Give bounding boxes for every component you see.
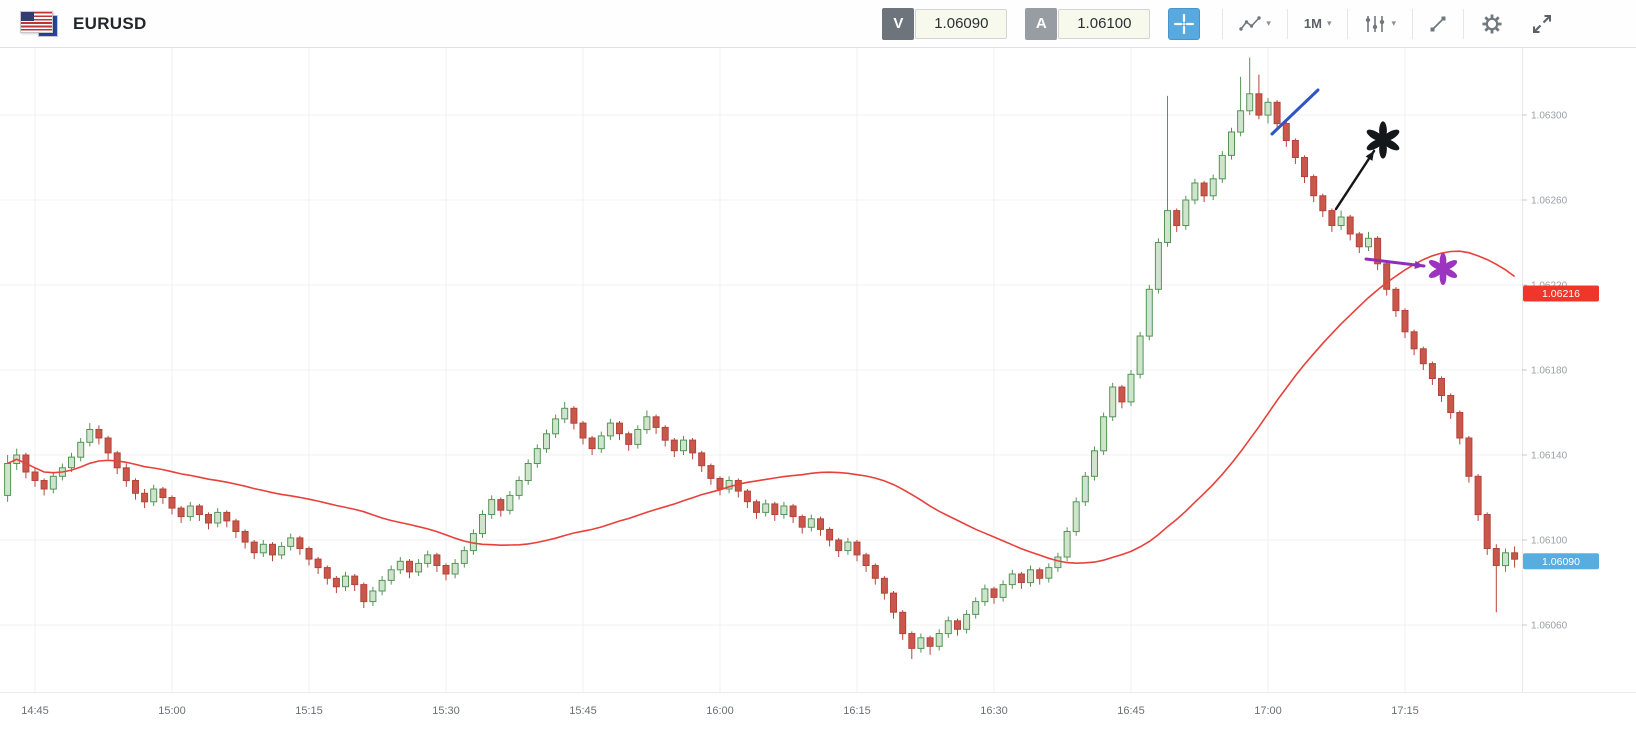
time-tick-label: 16:15 bbox=[843, 705, 871, 717]
buy-quote-button[interactable]: A 1.06100 bbox=[1025, 7, 1151, 40]
sell-quote-button[interactable]: V 1.06090 bbox=[882, 7, 1008, 40]
crosshair-button[interactable] bbox=[1168, 7, 1201, 40]
timeframe-button[interactable]: 1M ▾ bbox=[1298, 12, 1338, 35]
time-tick-label: 14:45 bbox=[21, 705, 49, 717]
time-tick-label: 16:00 bbox=[706, 705, 734, 717]
toolbar-separator bbox=[1222, 8, 1224, 39]
price-tick-label: 1.06300 bbox=[1531, 111, 1568, 122]
chart-type-button[interactable]: ▾ bbox=[1233, 12, 1277, 36]
price-tick-label: 1.06260 bbox=[1531, 196, 1568, 207]
trendline-blue[interactable] bbox=[1270, 88, 1320, 136]
time-tick-label: 17:00 bbox=[1254, 705, 1282, 717]
buy-price-value: 1.06100 bbox=[1058, 8, 1151, 39]
toolbar-separator bbox=[1463, 8, 1464, 39]
chart-toolbar: EURUSD V 1.06090 A 1.06100 bbox=[0, 0, 1636, 48]
fullscreen-expand-icon bbox=[1533, 14, 1551, 33]
symbol-title: EURUSD bbox=[73, 13, 147, 33]
price-tick-label: 1.06140 bbox=[1531, 451, 1568, 462]
svg-text:1.06216: 1.06216 bbox=[1542, 288, 1580, 300]
toolbar-separator bbox=[1412, 8, 1413, 39]
fullscreen-button[interactable] bbox=[1524, 8, 1560, 40]
time-tick-label: 17:15 bbox=[1391, 705, 1419, 717]
sell-badge: V bbox=[882, 7, 915, 40]
indicators-button[interactable]: ▾ bbox=[1358, 11, 1402, 37]
line-chart-icon bbox=[1239, 15, 1262, 31]
marker-purple-flower[interactable] bbox=[1427, 252, 1458, 286]
toolbar-separator bbox=[1347, 8, 1349, 39]
candles-layer[interactable] bbox=[4, 57, 1519, 659]
trendline-tool-icon bbox=[1430, 16, 1446, 31]
moving-average-line bbox=[7, 250, 1516, 565]
buy-badge: A bbox=[1025, 7, 1058, 40]
time-tick-label: 15:45 bbox=[569, 705, 597, 717]
svg-text:1.06090: 1.06090 bbox=[1542, 556, 1580, 568]
crosshair-icon bbox=[1174, 13, 1195, 34]
price-tick-label: 1.06060 bbox=[1531, 621, 1568, 632]
time-tick-label: 15:00 bbox=[158, 705, 186, 717]
chevron-down-icon: ▾ bbox=[1266, 18, 1271, 28]
time-tick-label: 16:45 bbox=[1117, 705, 1145, 717]
annotations-layer bbox=[1270, 88, 1458, 286]
bid-price-label: 1.06090 bbox=[1523, 553, 1599, 570]
timeframe-value: 1M bbox=[1303, 16, 1322, 31]
settings-button[interactable] bbox=[1474, 8, 1510, 40]
price-tick-label: 1.06180 bbox=[1531, 366, 1568, 377]
time-tick-label: 15:30 bbox=[432, 705, 460, 717]
time-axis: 14:45 15:00 15:15 15:30 15:45 16:00 16:15 16:30… bbox=[21, 705, 1419, 717]
drawing-tools-button[interactable] bbox=[1423, 11, 1453, 37]
chevron-down-icon: ▾ bbox=[1391, 18, 1396, 28]
indicators-sliders-icon bbox=[1366, 15, 1385, 32]
us-flag-icon bbox=[20, 11, 53, 33]
time-tick-label: 16:30 bbox=[980, 705, 1008, 717]
arrow-purple[interactable] bbox=[1364, 257, 1426, 269]
ma-price-label: 1.06216 bbox=[1523, 285, 1599, 302]
arrow-black[interactable] bbox=[1334, 149, 1376, 211]
sell-price-value: 1.06090 bbox=[915, 8, 1008, 39]
price-tick-label: 1.06100 bbox=[1531, 536, 1568, 547]
currency-pair-flag-icon bbox=[20, 10, 60, 37]
gear-icon bbox=[1482, 14, 1502, 33]
marker-black-flower[interactable] bbox=[1365, 121, 1401, 159]
toolbar-separator bbox=[1286, 8, 1288, 39]
time-tick-label: 15:15 bbox=[295, 705, 323, 717]
grid-layer bbox=[0, 48, 1636, 693]
chevron-down-icon: ▾ bbox=[1326, 18, 1332, 28]
